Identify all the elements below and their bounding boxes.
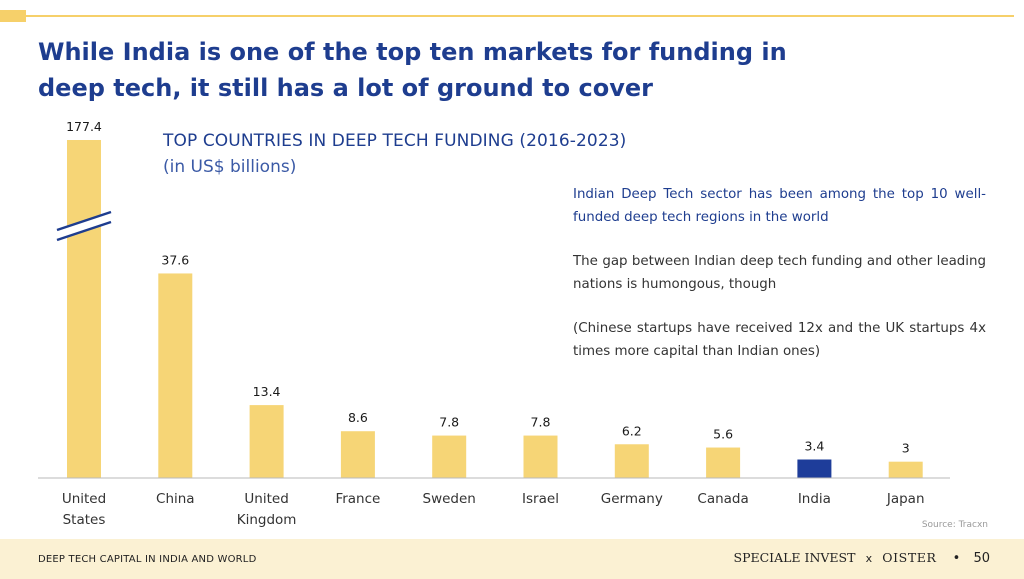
- bar-japan: [888, 461, 923, 478]
- value-label-israel: 7.8: [531, 415, 551, 430]
- category-label-canada: Canada: [697, 491, 748, 507]
- value-label-germany: 6.2: [622, 423, 642, 438]
- bar-germany: [614, 444, 649, 478]
- bar-united-kingdom: [249, 405, 284, 478]
- category-label-sweden: Sweden: [423, 491, 476, 507]
- speciale-invest-logo: SPECIALE INVEST: [733, 550, 856, 565]
- bar-china: [158, 273, 193, 478]
- chart-title: TOP COUNTRIES IN DEEP TECH FUNDING (2016…: [163, 131, 627, 151]
- value-label-sweden: 7.8: [439, 415, 459, 430]
- value-label-united-kingdom: 13.4: [253, 384, 281, 399]
- axis-break-line-top: [56, 210, 112, 232]
- bar-india: [797, 459, 832, 478]
- commentary-lead: Indian Deep Tech sector has been among t…: [573, 187, 986, 225]
- value-label-united-states: 177.4: [66, 119, 102, 134]
- value-label-france: 8.6: [348, 410, 368, 425]
- bar-france: [340, 431, 375, 478]
- bar-chart: 177.4 United States 37.6 China 13.4 United King…: [38, 119, 950, 528]
- category-label-united-states-line2: States: [63, 512, 106, 528]
- brand-separator: x: [865, 552, 873, 565]
- source-note: Source: Tracxn: [921, 520, 988, 530]
- value-label-japan: 3: [902, 441, 910, 456]
- bullet-dot: •: [952, 551, 961, 566]
- axis-break-gap: [57, 212, 111, 240]
- oister-logo: OISTER: [882, 550, 937, 565]
- top-rule: [26, 15, 1014, 17]
- commentary-ratio: (Chinese startups have received 12x and …: [573, 321, 986, 359]
- category-label-china: China: [156, 491, 195, 507]
- value-label-china: 37.6: [161, 252, 189, 267]
- category-label-france: France: [335, 491, 380, 507]
- chart-subtitle: (in US$ billions): [163, 157, 297, 177]
- commentary-gap: The gap between Indian deep tech funding…: [573, 254, 986, 292]
- category-label-japan: Japan: [886, 491, 925, 507]
- bar-sweden: [432, 435, 467, 478]
- page-number: 50: [973, 551, 990, 566]
- category-label-india: India: [798, 491, 831, 507]
- category-label-united-kingdom-line1: United: [244, 491, 288, 507]
- category-label-united-kingdom-line2: Kingdom: [237, 512, 297, 528]
- bar-united-states: [67, 140, 101, 478]
- commentary: Indian Deep Tech sector has been among t…: [573, 183, 986, 384]
- page-headline: While India is one of the top ten market…: [38, 38, 787, 102]
- footer-branding: SPECIALE INVEST x OISTER • 50: [734, 550, 991, 566]
- value-label-canada: 5.6: [713, 427, 733, 442]
- footer-section-title: DEEP TECH CAPITAL IN INDIA AND WORLD: [38, 554, 257, 565]
- bar-canada: [706, 447, 741, 478]
- bar-israel: [523, 435, 558, 478]
- category-label-israel: Israel: [522, 491, 559, 507]
- value-label-india: 3.4: [804, 439, 824, 454]
- category-label-united-states-line1: United: [62, 491, 106, 507]
- category-label-germany: Germany: [601, 491, 663, 507]
- top-accent-bar: [0, 10, 26, 22]
- footer: DEEP TECH CAPITAL IN INDIA AND WORLD SPE…: [0, 539, 1024, 579]
- axis-break-line-bottom: [56, 220, 112, 242]
